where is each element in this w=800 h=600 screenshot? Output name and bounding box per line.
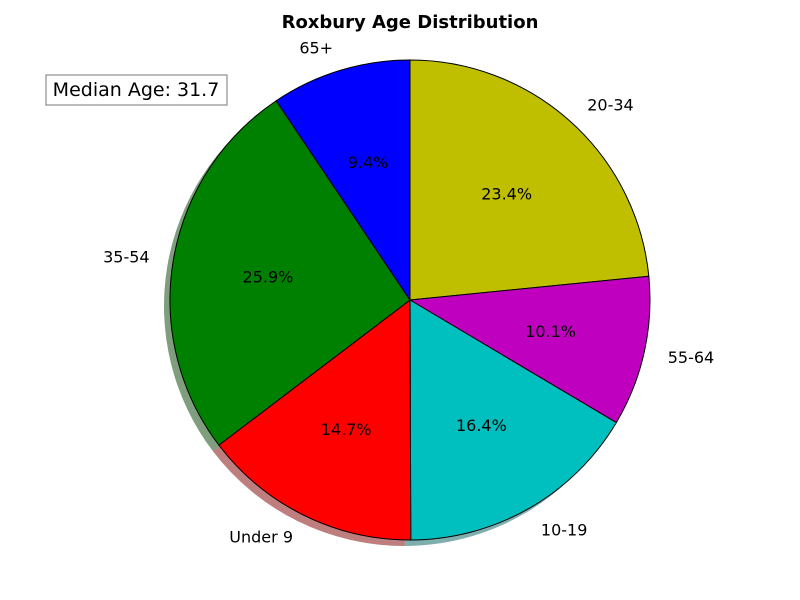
category-label-35-54: 35-54 [103,248,150,267]
category-label-65: 65+ [299,38,333,57]
pie-labels: 23.4% 20-34 10.1% 55-64 16.4% 10-19 14.7% Under… [103,38,714,546]
pct-label-65: 9.4% [348,153,389,172]
slice-55-64 [409,275,651,424]
median-age-annotation: Median Age: 31.7 [45,74,228,106]
pie-slices [169,59,651,541]
category-label-55-64: 55-64 [668,348,715,367]
slice-under-9 [218,299,412,541]
pct-label-55-64: 10.1% [525,322,576,341]
pct-label-35-54: 25.9% [243,267,294,286]
slice-20-34 [409,59,650,301]
slice-10-19 [409,299,617,541]
pct-label-10-19: 16.4% [456,416,507,435]
pct-label-20-34: 23.4% [481,184,532,203]
category-label-20-34: 20-34 [587,95,634,114]
category-label-under-9: Under 9 [229,528,293,547]
chart-title: Roxbury Age Distribution [282,12,539,33]
slice-35-54 [169,100,411,446]
median-age-text: Median Age: 31.7 [53,79,220,101]
slice-65 [275,59,411,301]
category-label-10-19: 10-19 [541,520,588,539]
pct-label-under-9: 14.7% [321,420,372,439]
